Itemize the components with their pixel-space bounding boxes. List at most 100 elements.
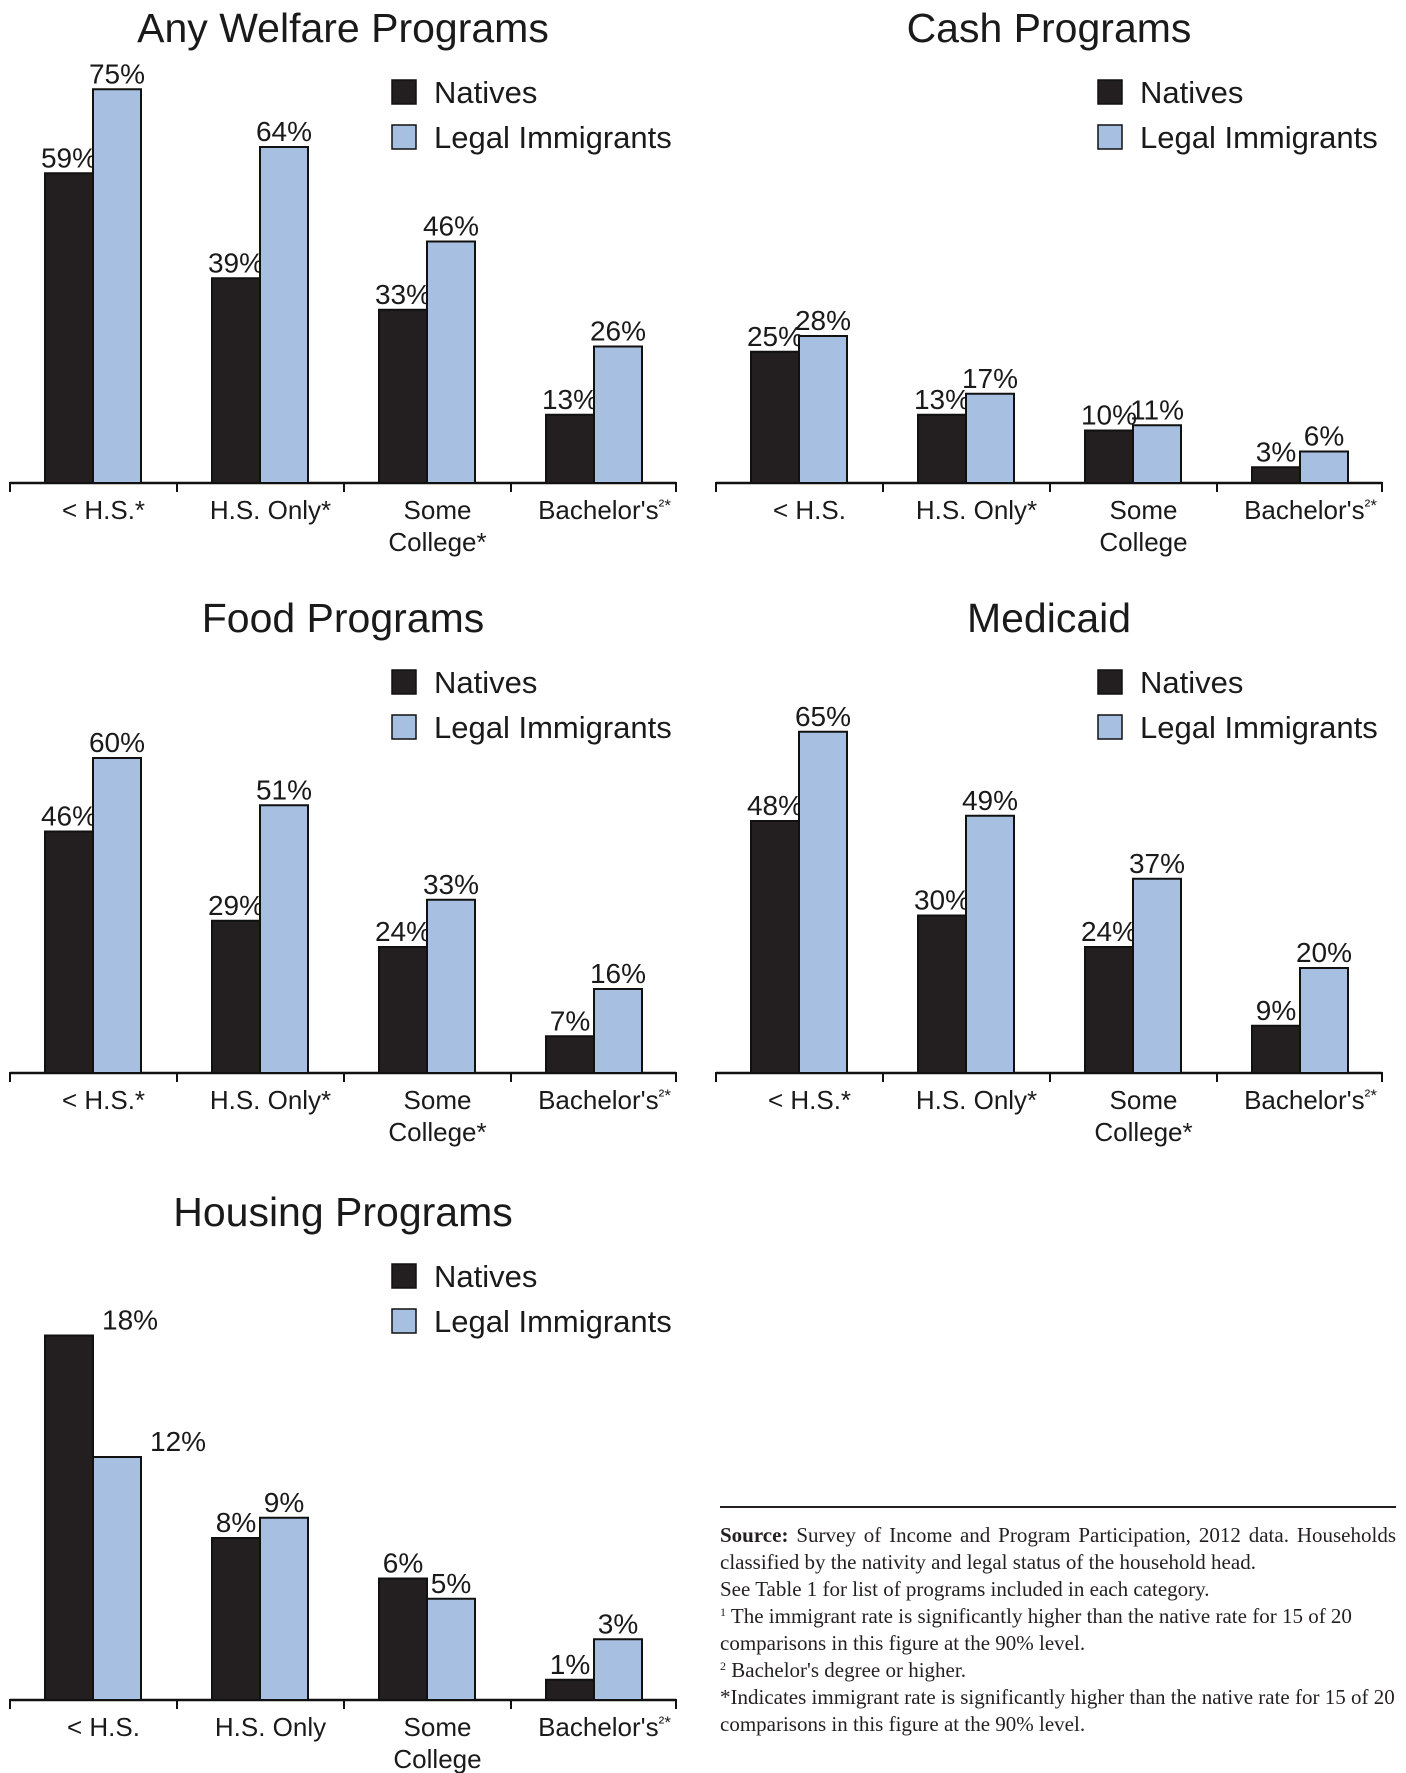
value-label-immigrants: 33% bbox=[423, 869, 479, 900]
value-label-natives: 24% bbox=[375, 916, 431, 947]
bar-immigrants bbox=[593, 1638, 643, 1701]
value-label-immigrants: 11% bbox=[1130, 394, 1184, 425]
value-label-immigrants: 28% bbox=[795, 305, 851, 336]
category-label: H.S. Only* bbox=[210, 495, 331, 525]
value-label-immigrants: 12% bbox=[150, 1426, 206, 1457]
bar-immigrants bbox=[798, 730, 848, 1074]
category-label: < H.S. bbox=[67, 1712, 140, 1742]
footnote-2-text: Bachelor's degree or higher. bbox=[731, 1658, 966, 1682]
bar-immigrants bbox=[259, 146, 309, 484]
value-label-immigrants: 5% bbox=[431, 1568, 471, 1599]
legend-label-immigrants: Legal Immigrants bbox=[434, 710, 672, 745]
bar-natives bbox=[1251, 1024, 1301, 1074]
source-note: Source: Survey of Income and Program Par… bbox=[720, 1522, 1396, 1576]
chart-title: Cash Programs bbox=[907, 5, 1192, 51]
bar-natives bbox=[545, 1678, 595, 1701]
legend-label-natives: Natives bbox=[434, 75, 537, 110]
value-label-immigrants: 49% bbox=[962, 785, 1018, 816]
category-label: College* bbox=[388, 527, 486, 557]
category-label: College* bbox=[388, 1117, 486, 1147]
bar-natives bbox=[44, 172, 94, 484]
value-label-immigrants: 26% bbox=[590, 316, 646, 347]
bar-natives bbox=[378, 308, 428, 484]
value-label-immigrants: 6% bbox=[1304, 421, 1344, 452]
bar-immigrants bbox=[426, 240, 476, 484]
chart-title: Food Programs bbox=[202, 595, 485, 641]
star-note: *Indicates immigrant rate is significant… bbox=[720, 1685, 1395, 1736]
value-label-natives: 30% bbox=[914, 885, 970, 916]
value-label-immigrants: 9% bbox=[264, 1487, 304, 1518]
bar-immigrants bbox=[965, 814, 1015, 1074]
value-label-immigrants: 60% bbox=[89, 727, 145, 758]
bar-immigrants bbox=[1132, 877, 1182, 1074]
category-label: H.S. Only* bbox=[916, 1085, 1037, 1115]
value-label-natives: 48% bbox=[747, 790, 803, 821]
legend-swatch-immigrants bbox=[1097, 124, 1123, 150]
bar-immigrants bbox=[426, 1597, 476, 1701]
value-label-natives: 39% bbox=[208, 247, 264, 278]
category-label: Bachelor's²* bbox=[538, 1085, 671, 1115]
value-label-natives: 13% bbox=[542, 384, 598, 415]
legend-swatch-natives bbox=[1097, 79, 1123, 105]
legend-swatch-immigrants bbox=[1097, 714, 1123, 740]
bar-immigrants bbox=[1299, 450, 1349, 484]
bar-natives bbox=[1084, 946, 1134, 1074]
footnote-1-text: The immigrant rate is significantly high… bbox=[720, 1604, 1352, 1655]
category-label: Bachelor's²* bbox=[538, 495, 671, 525]
bar-natives bbox=[917, 914, 967, 1074]
bar-immigrants bbox=[965, 392, 1015, 484]
legend-label-natives: Natives bbox=[434, 1259, 537, 1294]
category-label: < H.S.* bbox=[62, 495, 145, 525]
chart-panel-1: Any Welfare Programs Natives Legal Immigra… bbox=[9, 5, 677, 557]
legend-swatch-immigrants bbox=[391, 714, 417, 740]
bar-immigrants bbox=[593, 345, 643, 484]
legend-swatch-natives bbox=[391, 1263, 417, 1289]
category-label: Some bbox=[404, 495, 472, 525]
value-label-natives: 10% bbox=[1081, 400, 1137, 431]
value-label-immigrants: 65% bbox=[795, 701, 851, 732]
bar-natives bbox=[211, 1537, 261, 1701]
bar-immigrants bbox=[798, 335, 848, 484]
bar-natives bbox=[545, 1035, 595, 1074]
legend-label-immigrants: Legal Immigrants bbox=[434, 120, 672, 155]
category-label: Bachelor's²* bbox=[1244, 1085, 1377, 1115]
footnote-2: 2 Bachelor's degree or higher. bbox=[720, 1657, 1396, 1684]
value-label-natives: 13% bbox=[914, 384, 970, 415]
bar-immigrants bbox=[259, 1516, 309, 1701]
category-label: College* bbox=[1094, 1117, 1192, 1147]
legend-label-natives: Natives bbox=[434, 665, 537, 700]
chart-panel-2: Cash Programs Natives Legal Immigrants 25%2… bbox=[715, 5, 1383, 557]
legend-swatch-natives bbox=[391, 79, 417, 105]
value-label-natives: 33% bbox=[375, 279, 431, 310]
value-label-immigrants: 75% bbox=[89, 58, 145, 89]
category-label: College bbox=[1099, 527, 1187, 557]
legend-swatch-natives bbox=[391, 669, 417, 695]
value-label-natives: 7% bbox=[550, 1005, 590, 1036]
bar-natives bbox=[750, 820, 800, 1074]
value-label-natives: 29% bbox=[208, 890, 264, 921]
value-label-natives: 6% bbox=[383, 1548, 423, 1579]
category-label: Some bbox=[404, 1085, 472, 1115]
legend-swatch-natives bbox=[1097, 669, 1123, 695]
footnote-1: 1 The immigrant rate is significantly hi… bbox=[720, 1603, 1396, 1657]
bar-immigrants bbox=[1299, 967, 1349, 1074]
value-label-natives: 8% bbox=[216, 1507, 256, 1538]
footnote-1-mark: 1 bbox=[720, 1605, 726, 1619]
bar-natives bbox=[44, 1334, 94, 1701]
value-label-immigrants: 46% bbox=[423, 211, 479, 242]
legend-label-immigrants: Legal Immigrants bbox=[1140, 120, 1378, 155]
value-label-immigrants: 51% bbox=[256, 774, 312, 805]
chart-title: Medicaid bbox=[967, 595, 1131, 641]
bar-immigrants bbox=[259, 804, 309, 1074]
value-label-natives: 25% bbox=[747, 321, 803, 352]
bar-immigrants bbox=[1132, 424, 1182, 484]
value-label-natives: 59% bbox=[41, 142, 97, 173]
category-label: < H.S. bbox=[773, 495, 846, 525]
value-label-natives: 1% bbox=[550, 1649, 590, 1680]
value-label-natives: 46% bbox=[41, 801, 97, 832]
bar-immigrants bbox=[593, 988, 643, 1074]
bar-natives bbox=[211, 277, 261, 484]
value-label-natives: 18% bbox=[102, 1305, 158, 1336]
bar-natives bbox=[917, 413, 967, 484]
